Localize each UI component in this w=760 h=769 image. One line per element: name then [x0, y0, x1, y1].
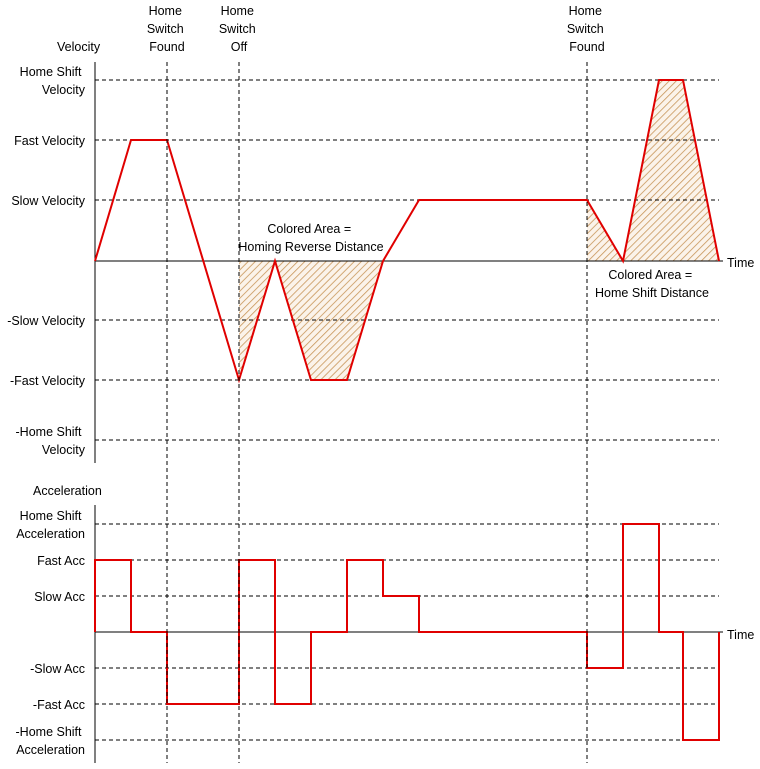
homing-reverse-distance-note: Colored Area = Homing Reverse Distance	[238, 222, 383, 254]
marker-labels: Home Switch Found Home Switch Off Home S…	[147, 4, 607, 54]
marker-label-home-switch-off: Home Switch Off	[219, 4, 259, 54]
acceleration-axis-label: Acceleration	[33, 484, 102, 498]
level-label-home-shift-velocity: Home Shift Velocity	[20, 65, 86, 97]
level-label-fast-velocity: Fast Velocity	[14, 134, 86, 148]
home-shift-area-2	[623, 80, 719, 261]
level-label-neg-home-shift-acceleration: -Home Shift Acceleration	[16, 725, 86, 757]
velocity-axis-label: Velocity	[57, 40, 101, 54]
level-label-home-shift-acceleration: Home Shift Acceleration	[16, 509, 85, 541]
level-label-fast-acc: Fast Acc	[37, 554, 85, 568]
velocity-profile-line	[94, 79, 720, 384]
velocity-plot: Velocity Time Home Shift Velocity Fast V…	[7, 40, 754, 463]
level-label-slow-velocity: Slow Velocity	[11, 194, 85, 208]
marker-label-home-switch-found-1: Home Switch Found	[147, 4, 187, 54]
marker-label-home-switch-found-2: Home Switch Found	[567, 4, 607, 54]
marker-lines	[166, 62, 588, 763]
level-label-neg-fast-acc: -Fast Acc	[33, 698, 85, 712]
level-label-neg-slow-acc: -Slow Acc	[30, 662, 85, 676]
acceleration-plot: Acceleration Time Home Shift Acceleratio…	[16, 484, 754, 763]
home-shift-distance-note: Colored Area = Home Shift Distance	[595, 268, 709, 300]
acceleration-time-label: Time	[727, 628, 754, 642]
level-label-neg-fast-velocity: -Fast Velocity	[10, 374, 86, 388]
velocity-time-label: Time	[727, 256, 754, 270]
level-label-neg-home-shift-velocity: -Home Shift Velocity	[16, 425, 86, 457]
level-label-slow-acc: Slow Acc	[34, 590, 85, 604]
level-label-neg-slow-velocity: -Slow Velocity	[7, 314, 86, 328]
